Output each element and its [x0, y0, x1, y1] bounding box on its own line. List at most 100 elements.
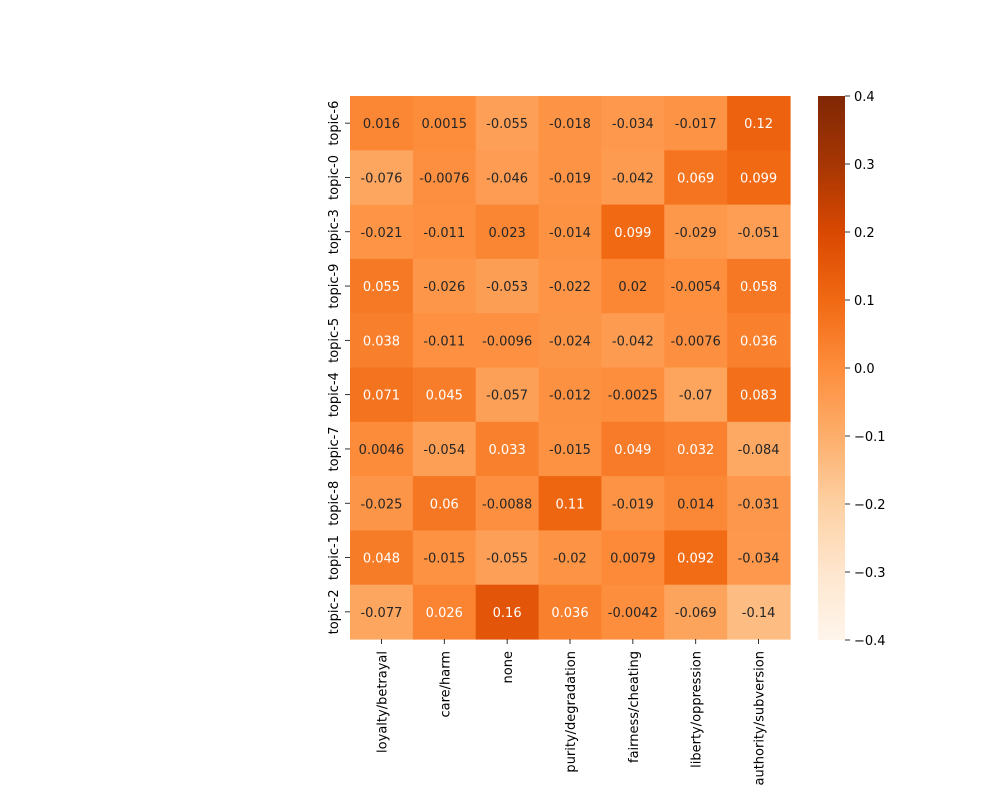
heatmap-cell-topic-6-6: [727, 96, 791, 151]
row-label-topic-6: topic-6: [327, 101, 342, 146]
cell-value-label: -0.011: [423, 334, 465, 349]
cell-value-label: -0.024: [549, 334, 591, 349]
heatmap-cell-topic-4-0: [350, 367, 414, 423]
cell-value-label: -0.0096: [482, 334, 532, 349]
heatmap-cell-topic-5-1: [412, 313, 477, 369]
heatmap-cell-topic-4-1: [412, 367, 477, 423]
cell-value-label: 0.032: [677, 443, 714, 458]
heatmap-cell-topic-0-2: [475, 150, 540, 206]
heatmap-cell-topic-9-6: [727, 258, 791, 314]
cell-value-label: 0.049: [614, 443, 651, 458]
heatmap-cell-topic-6-0: [350, 96, 414, 151]
heatmap-cell-topic-7-2: [475, 421, 540, 477]
heatmap-cell-topic-3-3: [538, 204, 603, 260]
heatmap-cell-topic-2-5: [664, 584, 728, 640]
cell-value-label: 0.12: [744, 117, 773, 132]
heatmap-cell-topic-5-5: [664, 313, 728, 369]
heatmap-cell-topic-8-3: [538, 476, 603, 531]
heatmap-cell-topic-1-5: [664, 530, 728, 586]
colorbar-tick-label: −0.4: [854, 634, 886, 649]
heatmap-cells: 0.016 0.0015 -0.055 -0.018 -0.034 -0.017 0.12 -…: [350, 96, 791, 640]
heatmap-cell-topic-5-4: [601, 313, 665, 369]
column-label-1: care/harm: [438, 651, 453, 718]
heatmap-cell-topic-5-0: [350, 313, 414, 369]
heatmap-cell-topic-5-6: [727, 313, 791, 369]
heatmap-cell-topic-1-4: [601, 530, 665, 586]
cell-value-label: -0.042: [612, 171, 654, 186]
heatmap-cell-topic-6-5: [664, 96, 728, 151]
row-label-topic-7: topic-7: [327, 426, 342, 471]
heatmap-cell-topic-3-6: [727, 204, 791, 260]
column-labels: loyalty/betrayal care/harm none purity/degr…: [375, 639, 768, 786]
cell-value-label: 0.048: [363, 552, 400, 567]
cell-value-label: 0.038: [363, 334, 400, 349]
heatmap-cell-topic-7-0: [350, 421, 414, 477]
cell-value-label: -0.053: [486, 280, 528, 295]
cell-value-label: -0.0076: [419, 171, 469, 186]
heatmap-cell-topic-2-3: [538, 584, 603, 640]
cell-value-label: -0.034: [738, 552, 780, 567]
heatmap-cell-topic-1-3: [538, 530, 603, 586]
cell-value-label: 0.092: [677, 552, 714, 567]
column-label-0: loyalty/betrayal: [375, 651, 390, 753]
cell-value-label: -0.025: [360, 497, 402, 512]
cell-value-label: 0.099: [740, 171, 777, 186]
cell-value-label: 0.023: [489, 226, 526, 241]
colorbar-gradient: [818, 96, 845, 640]
heatmap-cell-topic-6-3: [538, 96, 603, 151]
heatmap-cell-topic-0-3: [538, 150, 603, 206]
cell-value-label: 0.06: [430, 497, 459, 512]
cell-value-label: -0.055: [486, 117, 528, 132]
cell-value-label: 0.071: [363, 389, 400, 404]
row-label-topic-9: topic-9: [327, 264, 342, 309]
cell-value-label: -0.034: [612, 117, 654, 132]
cell-value-label: -0.021: [360, 226, 402, 241]
cell-value-label: -0.022: [549, 280, 591, 295]
colorbar-tick-label: −0.2: [854, 498, 886, 513]
cell-value-label: -0.07: [679, 389, 713, 404]
cell-value-label: -0.029: [675, 226, 717, 241]
heatmap-cell-topic-0-5: [664, 150, 728, 206]
heatmap-cell-topic-0-6: [727, 150, 791, 206]
cell-value-label: -0.014: [549, 226, 591, 241]
cell-value-label: -0.046: [486, 171, 528, 186]
cell-value-label: -0.077: [360, 606, 402, 621]
heatmap-cell-topic-9-4: [601, 258, 665, 314]
colorbar: 0.4 0.3 0.2 0.1 0.0 −0.1 −0.2 −0.3 −0.4: [818, 90, 886, 649]
heatmap-cell-topic-8-6: [727, 476, 791, 531]
cell-value-label: -0.14: [742, 606, 776, 621]
row-label-topic-5: topic-5: [327, 318, 342, 363]
cell-value-label: -0.0042: [608, 606, 658, 621]
column-label-6: authority/subversion: [753, 651, 768, 786]
heatmap-cell-topic-9-0: [350, 258, 414, 314]
row-label-topic-3: topic-3: [327, 209, 342, 254]
heatmap-cell-topic-4-4: [601, 367, 665, 423]
heatmap-cell-topic-2-2: [475, 584, 540, 640]
heatmap-cell-topic-6-4: [601, 96, 665, 151]
cell-value-label: -0.0088: [482, 497, 532, 512]
heatmap-cell-topic-8-2: [475, 476, 540, 531]
heatmap-cell-topic-2-0: [350, 584, 414, 640]
heatmap-cell-topic-5-3: [538, 313, 603, 369]
colorbar-tick-label: 0.2: [854, 226, 875, 241]
heatmap-cell-topic-2-6: [727, 584, 791, 640]
cell-value-label: -0.019: [549, 171, 591, 186]
cell-value-label: -0.0054: [671, 280, 721, 295]
cell-value-label: -0.069: [675, 606, 717, 621]
cell-value-label: -0.084: [738, 443, 780, 458]
cell-value-label: 0.036: [740, 334, 777, 349]
cell-value-label: -0.012: [549, 389, 591, 404]
cell-value-label: 0.16: [493, 606, 522, 621]
heatmap-cell-topic-8-5: [664, 476, 728, 531]
cell-value-label: -0.055: [486, 552, 528, 567]
cell-value-label: -0.015: [423, 552, 465, 567]
heatmap-cell-topic-6-2: [475, 96, 540, 151]
cell-value-label: -0.0025: [608, 389, 658, 404]
colorbar-tick-label: −0.3: [854, 566, 886, 581]
heatmap-cell-topic-1-0: [350, 530, 414, 586]
cell-value-label: -0.017: [675, 117, 717, 132]
cell-value-label: -0.026: [423, 280, 465, 295]
colorbar-tick-label: 0.0: [854, 362, 875, 377]
